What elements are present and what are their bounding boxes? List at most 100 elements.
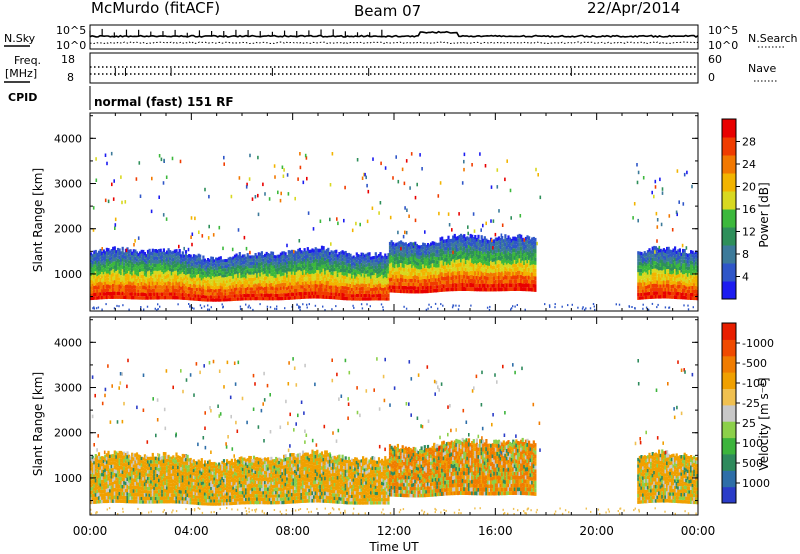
echo-cell	[464, 244, 467, 249]
echo-cell	[140, 278, 143, 282]
echo-cell	[226, 268, 229, 272]
power-ylabel: Slant Range [km]	[31, 168, 45, 272]
echo-cell	[377, 280, 381, 284]
echo-cell	[249, 306, 252, 309]
echo-cell	[131, 272, 134, 276]
echo-cell	[203, 292, 207, 296]
echo-cell	[110, 151, 113, 156]
echo-cell	[257, 286, 260, 290]
echo-cell	[139, 292, 142, 297]
echo-cell	[243, 290, 246, 294]
echo-cell	[196, 278, 199, 282]
echo-cell	[437, 281, 441, 285]
echo-cell	[235, 273, 238, 278]
echo-cell	[355, 262, 358, 267]
echo-cell	[455, 259, 458, 264]
echo-cell	[262, 255, 265, 259]
echo-cell	[416, 182, 418, 187]
echo-cell	[387, 283, 390, 287]
echo-cell	[254, 269, 257, 274]
echo-cell	[148, 270, 151, 275]
echo-cell	[330, 260, 333, 265]
echo-cell	[90, 252, 93, 256]
echo-cell	[188, 296, 191, 301]
echo-cell	[437, 249, 441, 254]
echo-cell	[351, 287, 354, 292]
echo-cell	[270, 296, 273, 301]
colorbar-band	[722, 281, 736, 300]
echo-cell	[458, 287, 461, 291]
echo-cell	[211, 295, 214, 299]
echo-cell	[262, 182, 264, 187]
echo-cell	[170, 268, 173, 272]
echo-cell	[116, 273, 120, 277]
echo-cell	[455, 240, 458, 245]
echo-cell	[306, 269, 309, 273]
echo-cell	[256, 293, 259, 297]
echo-cell	[362, 269, 365, 274]
echo-cell	[313, 277, 316, 281]
echo-cell	[146, 271, 150, 275]
echo-cell	[262, 268, 265, 272]
echo-cell	[241, 264, 244, 268]
echo-cell	[109, 278, 112, 282]
echo-cell	[146, 260, 150, 265]
echo-cell	[200, 283, 203, 287]
echo-cell	[358, 284, 362, 288]
echo-cell	[210, 275, 213, 279]
echo-cell	[216, 298, 219, 302]
echo-cell	[450, 280, 453, 284]
echo-cell	[463, 278, 466, 283]
echo-cell	[373, 275, 376, 279]
echo-cell	[686, 170, 688, 175]
echo-cell	[96, 272, 99, 277]
echo-cell	[385, 262, 388, 266]
echo-cell	[93, 296, 96, 300]
echo-cell	[170, 265, 173, 269]
echo-cell	[199, 297, 202, 302]
echo-cell	[175, 295, 178, 300]
echo-cell	[143, 258, 146, 263]
echo-cell	[132, 288, 135, 293]
echo-cell	[248, 304, 250, 307]
echo-cell	[186, 261, 189, 265]
echo-cell	[238, 297, 241, 301]
echo-cell	[131, 275, 134, 279]
echo-cell	[368, 286, 371, 291]
echo-cell	[384, 260, 387, 264]
echo-cell	[333, 260, 336, 265]
echo-cell	[194, 294, 197, 298]
echo-cell	[327, 277, 330, 281]
echo-cell	[452, 239, 455, 244]
echo-cell	[237, 228, 240, 232]
echo-cell	[259, 259, 262, 263]
echo-cell	[208, 283, 211, 287]
echo-cell	[135, 254, 139, 259]
echo-cell	[306, 261, 309, 266]
echo-cell	[450, 287, 453, 292]
echo-cell	[158, 263, 161, 268]
echo-cell	[246, 280, 249, 284]
echo-cell	[113, 287, 116, 292]
echo-cell	[392, 260, 395, 264]
echo-cell	[112, 269, 115, 273]
echo-cell	[458, 283, 461, 287]
echo-cell	[442, 247, 445, 251]
echo-cell	[151, 281, 154, 285]
y-tick-label: 1000	[54, 268, 82, 281]
echo-cell	[692, 306, 694, 309]
echo-cell	[286, 271, 289, 275]
echo-cell	[335, 267, 338, 272]
echo-cell	[158, 281, 161, 286]
echo-cell	[175, 249, 178, 253]
echo-cell	[126, 291, 129, 296]
echo-cell	[460, 274, 463, 279]
echo-cell	[248, 258, 251, 262]
echo-cell	[276, 284, 279, 288]
echo-cell	[140, 264, 143, 268]
echo-cell	[275, 277, 278, 282]
echo-cell	[121, 284, 124, 288]
echo-cell	[131, 255, 134, 259]
echo-cell	[150, 292, 153, 297]
echo-cell	[150, 255, 153, 259]
